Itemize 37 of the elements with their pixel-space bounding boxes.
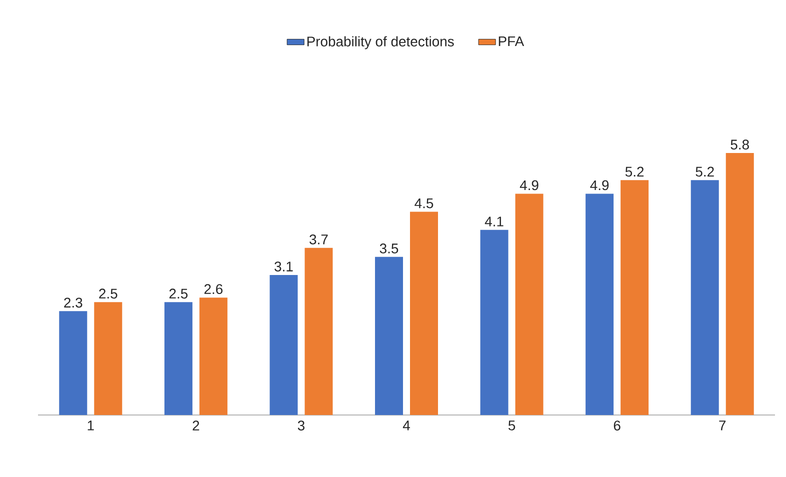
bar [199,298,228,415]
bar [375,256,403,415]
legend-label: Probability of detections [307,36,454,50]
bar [94,302,122,415]
data-label: 3.5 [380,244,398,254]
x-tick-label: 5 [508,420,516,430]
bar [164,302,192,415]
data-label: 4.1 [484,216,504,226]
data-label: 3.7 [310,234,328,244]
data-label: 4.9 [520,180,538,190]
data-label: 2.3 [64,298,82,308]
data-label: 4.5 [414,198,434,208]
bar [410,212,438,415]
data-label: 4.9 [590,180,609,190]
bar [690,180,719,415]
bar [620,180,649,415]
bar [586,194,614,415]
x-tick-label: 1 [88,420,94,430]
x-tick-label: 6 [614,420,620,431]
data-label: 2.5 [99,288,118,299]
data-label: 5.2 [696,166,714,177]
data-label: 2.5 [169,288,188,299]
x-tick-label: 2 [192,420,200,430]
data-label: 2.6 [204,284,223,294]
x-tick-label: 7 [719,420,726,430]
data-label: 5.8 [730,140,749,150]
bar [480,230,508,415]
bar [515,194,544,415]
data-label: 3.1 [274,262,293,272]
bar [270,274,298,415]
data-label: 5.2 [625,166,644,177]
bar [304,248,333,415]
bar [726,153,754,415]
legend-label: PFA [498,36,524,46]
bar [59,311,88,415]
x-tick-label: 4 [402,420,410,430]
x-tick-label: 3 [298,420,304,431]
